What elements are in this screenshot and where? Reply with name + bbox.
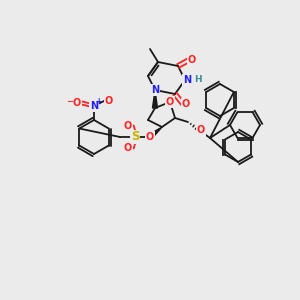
Text: O: O bbox=[105, 96, 113, 106]
Text: H: H bbox=[194, 74, 202, 83]
Text: +: + bbox=[95, 98, 101, 106]
Text: N: N bbox=[151, 85, 159, 95]
Polygon shape bbox=[148, 127, 162, 139]
Text: O: O bbox=[182, 99, 190, 109]
Text: N: N bbox=[90, 101, 98, 111]
Text: O: O bbox=[124, 143, 132, 153]
Text: O: O bbox=[166, 97, 174, 107]
Text: −: − bbox=[67, 98, 73, 106]
Text: O: O bbox=[146, 132, 154, 142]
Text: O: O bbox=[73, 98, 81, 108]
Polygon shape bbox=[152, 90, 158, 108]
Text: O: O bbox=[124, 121, 132, 131]
Text: O: O bbox=[197, 125, 205, 135]
Text: N: N bbox=[183, 75, 191, 85]
Text: S: S bbox=[131, 130, 139, 143]
Text: O: O bbox=[188, 55, 196, 65]
